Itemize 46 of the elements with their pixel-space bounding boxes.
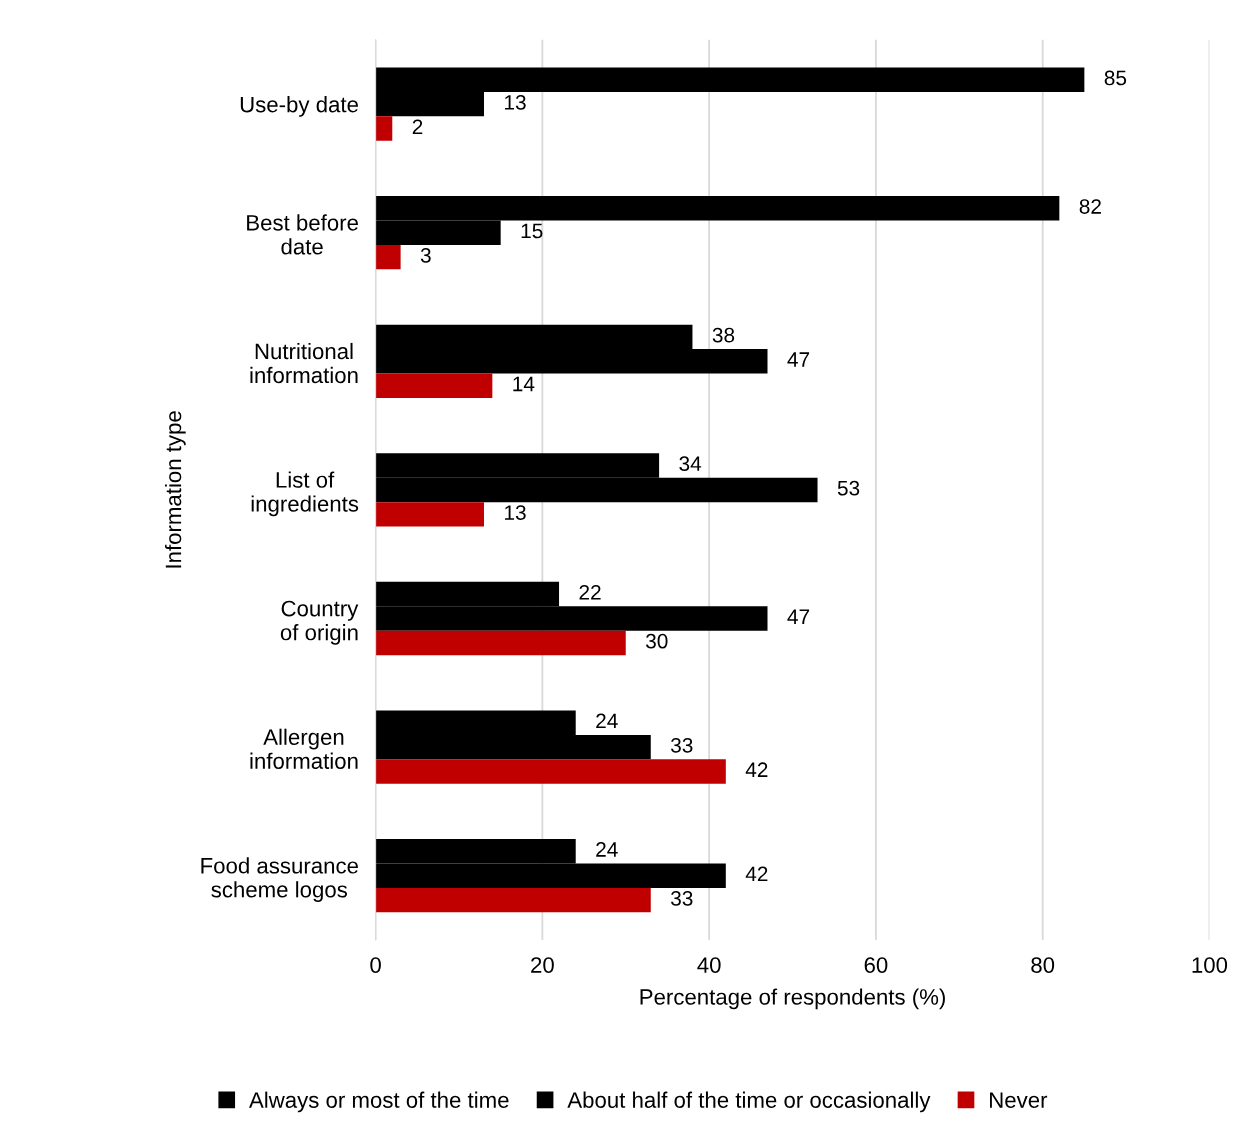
x-tick-label: 20 bbox=[531, 957, 554, 973]
data-label: 30 bbox=[645, 633, 668, 649]
bar bbox=[375, 373, 493, 398]
y-tick-label: Nutritional information bbox=[250, 342, 358, 384]
data-label: 33 bbox=[671, 737, 693, 753]
y-tick-label: Best before date bbox=[247, 214, 358, 255]
bar bbox=[375, 244, 401, 270]
data-label: 13 bbox=[505, 94, 526, 110]
data-label: 53 bbox=[837, 480, 860, 496]
data-label: 85 bbox=[1104, 70, 1127, 86]
legend-label: Always or most of the time bbox=[249, 1091, 509, 1113]
data-label: 14 bbox=[513, 376, 535, 392]
bar bbox=[375, 630, 626, 656]
data-label: 33 bbox=[671, 890, 693, 906]
data-label: 13 bbox=[505, 505, 526, 520]
x-tick-label: 100 bbox=[1192, 957, 1228, 973]
bar bbox=[375, 759, 726, 784]
x-tick-label: 40 bbox=[697, 957, 721, 973]
y-tick-label: List of ingredients bbox=[251, 471, 359, 517]
y-tick-label: Use-by date bbox=[240, 96, 358, 117]
legend-label: Never bbox=[990, 1092, 1048, 1108]
y-tick-label: Food assurance scheme logos bbox=[201, 857, 358, 902]
legend-label: About half of the time or occasionally bbox=[567, 1091, 931, 1113]
data-label: 24 bbox=[596, 842, 618, 857]
x-axis-title: Percentage of respondents (%) bbox=[640, 988, 945, 1010]
bar bbox=[375, 887, 651, 913]
data-label: 34 bbox=[679, 456, 702, 472]
data-label: 24 bbox=[596, 713, 618, 729]
data-label: 42 bbox=[745, 866, 768, 882]
bar bbox=[375, 116, 393, 141]
data-label: 22 bbox=[579, 584, 601, 600]
data-label: 15 bbox=[521, 223, 543, 239]
data-label: 47 bbox=[787, 352, 810, 367]
data-label: 42 bbox=[745, 762, 768, 777]
data-label: 3 bbox=[420, 247, 431, 263]
x-tick-label: 80 bbox=[1031, 957, 1055, 973]
bar bbox=[375, 502, 484, 527]
y-tick-label: Allergen information bbox=[250, 728, 358, 769]
data-label: 82 bbox=[1079, 199, 1101, 214]
data-label: 2 bbox=[412, 119, 423, 134]
x-tick-label: 0 bbox=[370, 957, 381, 973]
data-label: 38 bbox=[712, 327, 735, 343]
data-label: 47 bbox=[787, 609, 810, 624]
x-tick-label: 60 bbox=[864, 957, 888, 973]
y-tick-label: Country of origin bbox=[280, 600, 359, 645]
y-axis-title: Information type bbox=[164, 411, 186, 568]
